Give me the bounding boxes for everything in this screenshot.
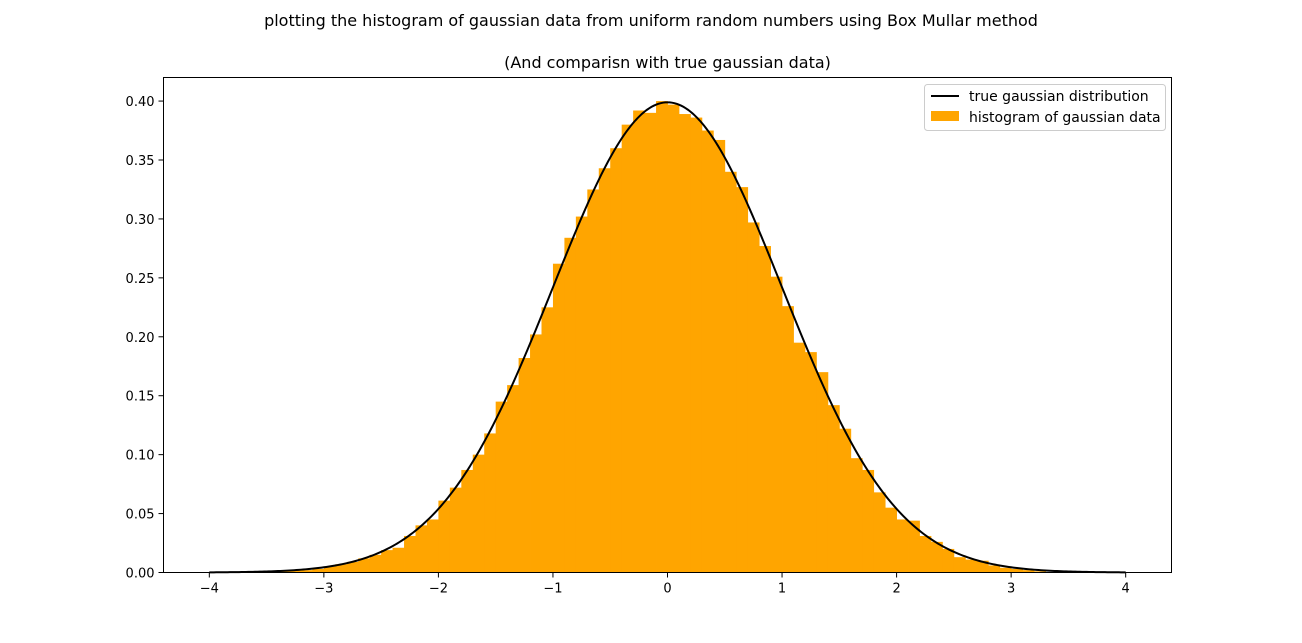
- x-tick-label: 1: [778, 582, 786, 597]
- histogram-bar: [678, 114, 691, 573]
- histogram-bar: [919, 535, 932, 573]
- y-tick-label: 0.20: [126, 331, 155, 346]
- histogram-bar: [530, 334, 542, 573]
- histogram-bar: [908, 520, 920, 573]
- histogram-bar: [759, 246, 771, 573]
- y-tick-label: 0.05: [126, 508, 155, 523]
- y-tick-label: 0.25: [126, 272, 155, 287]
- histogram-bar: [472, 454, 485, 573]
- legend-label-true-gaussian: true gaussian distribution: [969, 89, 1149, 105]
- histogram-bar: [896, 519, 909, 573]
- histogram-bar: [449, 487, 462, 573]
- histogram-bar: [369, 554, 382, 573]
- true-gaussian-line: [209, 101, 1126, 574]
- histogram-bar: [518, 358, 531, 573]
- histogram-bar: [930, 541, 943, 573]
- histogram-bar: [656, 101, 668, 573]
- y-axis: 0.00 0.05 0.10 0.15 0.20 0.25 0.30 0.35 0.40: [126, 95, 164, 582]
- legend: true gaussian distribution histogram of …: [924, 84, 1166, 131]
- histogram-bar: [827, 405, 840, 573]
- histogram-bar: [278, 571, 290, 573]
- chart-title: (And comparisn with true gaussian data): [504, 53, 831, 72]
- histogram-bar: [724, 171, 737, 573]
- histogram-bar: [839, 428, 852, 573]
- histogram-bar: [873, 492, 886, 573]
- histogram-bar: [1022, 570, 1035, 573]
- histogram-bar: [885, 507, 897, 573]
- histogram-bar: [484, 433, 497, 573]
- histogram-bar: [690, 117, 703, 573]
- histogram-bar: [1034, 571, 1046, 573]
- histogram-bar: [415, 525, 428, 573]
- histogram-bar: [988, 565, 1001, 573]
- histogram-bar: [976, 560, 989, 573]
- y-tick-label: 0.35: [126, 154, 155, 169]
- histogram-bar: [667, 104, 680, 573]
- legend-swatch-histogram: [931, 111, 959, 121]
- histogram-bar: [300, 570, 313, 573]
- histogram-bar: [426, 519, 439, 573]
- x-tick-label: −2: [429, 582, 448, 597]
- histogram-bar: [770, 276, 783, 573]
- histogram-bar: [346, 561, 359, 573]
- histogram-bar: [816, 372, 829, 573]
- histogram-bar: [610, 148, 623, 573]
- y-tick-label: 0.00: [126, 567, 155, 582]
- y-tick-label: 0.15: [126, 390, 155, 405]
- histogram-bar: [701, 130, 714, 573]
- x-axis: −4 −3 −2 −1 0 1 2 3 4: [200, 572, 1130, 597]
- x-tick-label: −3: [314, 582, 333, 597]
- histogram-bar: [507, 385, 519, 573]
- histogram-bar: [438, 500, 451, 573]
- histogram-bar: [713, 139, 726, 573]
- histogram-bar: [335, 564, 348, 573]
- histogram-bar: [747, 222, 760, 573]
- histogram-bar: [942, 548, 955, 573]
- histogram-bar: [404, 535, 416, 573]
- histogram-bar: [289, 570, 302, 573]
- histogram-bar: [323, 566, 336, 573]
- histogram-bar: [782, 306, 794, 573]
- histogram-bar: [575, 216, 588, 573]
- x-tick-label: 3: [1007, 582, 1015, 597]
- histogram-bar: [564, 237, 577, 573]
- x-tick-label: −4: [200, 582, 219, 597]
- histogram-bar: [633, 110, 645, 573]
- y-tick-label: 0.10: [126, 449, 155, 464]
- histogram-bar: [381, 550, 393, 573]
- figure-suptitle: plotting the histogram of gaussian data …: [264, 11, 1038, 30]
- histogram-bar: [358, 558, 371, 573]
- histogram-bar: [1011, 568, 1023, 573]
- histogram-bar: [621, 124, 634, 573]
- histogram-bar: [644, 112, 657, 573]
- x-tick-label: 4: [1122, 582, 1130, 597]
- histogram-bar: [736, 187, 749, 573]
- histogram-bar: [804, 352, 817, 573]
- histogram-bar: [541, 307, 554, 573]
- histogram-bar: [587, 189, 600, 573]
- x-tick-label: 0: [663, 582, 671, 597]
- histogram-bar: [850, 458, 863, 573]
- histogram-bar: [862, 469, 875, 573]
- y-tick-label: 0.40: [126, 95, 155, 110]
- histogram-bar: [461, 469, 474, 573]
- histogram-bar: [953, 557, 966, 573]
- histogram-bar: [999, 567, 1012, 573]
- y-tick-label: 0.30: [126, 213, 155, 228]
- x-tick-label: −1: [543, 582, 562, 597]
- histogram-bar: [312, 568, 325, 573]
- histogram-bar: [793, 342, 806, 573]
- histogram-bar: [598, 168, 611, 573]
- histogram-bar: [392, 547, 405, 573]
- histogram-bar: [495, 401, 508, 573]
- plot-area: [209, 101, 1126, 574]
- histogram-bar: [965, 559, 978, 573]
- legend-label-histogram: histogram of gaussian data: [969, 110, 1161, 126]
- x-tick-label: 2: [892, 582, 900, 597]
- legend-box: [924, 84, 1166, 131]
- histogram-bar: [552, 263, 565, 573]
